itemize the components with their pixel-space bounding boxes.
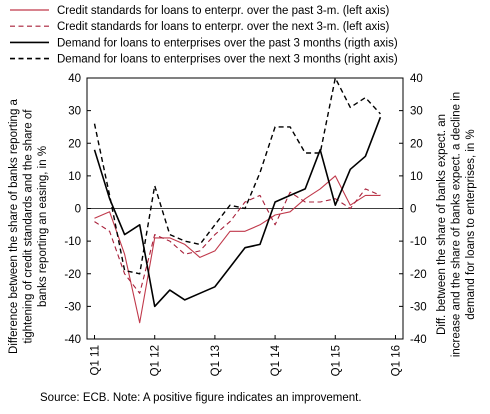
- left-axis-title-line: tightening of credit standards and the s…: [23, 109, 35, 344]
- right-tick-label: -30: [410, 301, 427, 313]
- left-axis-title: Difference between the share of banks re…: [8, 98, 49, 353]
- right-tick-label: 10: [410, 171, 423, 183]
- left-axis-title-line: banks reporting an easing, in %: [37, 146, 49, 307]
- right-tick-label: 40: [410, 73, 423, 85]
- series-line-1: [94, 175, 381, 324]
- x-tick-label: Q1 12: [150, 345, 162, 376]
- right-axis-title-line: increase and the share of banks expect. …: [451, 92, 463, 357]
- right-tick-label: -40: [410, 334, 427, 346]
- left-tick-label: 20: [68, 138, 81, 150]
- legend-label-3: Demand for loans to enterprises over the…: [57, 37, 398, 49]
- right-tick-label: 20: [410, 138, 423, 150]
- left-tick-label: 40: [68, 73, 81, 85]
- right-tick-label: -10: [410, 236, 427, 248]
- left-tick-label: 30: [68, 106, 81, 118]
- left-tick-label: -30: [64, 301, 81, 313]
- right-axis-title-line: demand for loans to enterprises, in %: [465, 129, 477, 320]
- right-tick-label: 30: [410, 106, 423, 118]
- x-tick-label: Q1 11: [90, 345, 102, 375]
- series-line-3: [93, 116, 382, 308]
- x-tick-label: Q1 13: [210, 345, 222, 376]
- x-tick-label: Q1 15: [330, 345, 342, 376]
- legend-label-4: Demand for loans to enterprises over the…: [57, 54, 398, 66]
- left-axis-title-line: Difference between the share of banks re…: [8, 98, 20, 353]
- source-note: Source: ECB. Note: A positive figure ind…: [40, 392, 362, 404]
- series-line-4: [93, 77, 381, 275]
- left-tick-label: 10: [68, 171, 81, 183]
- left-tick-label: -20: [64, 269, 81, 281]
- series-line-2: [94, 188, 381, 294]
- legend: Credit standards for loans to enterpr. o…: [10, 5, 398, 66]
- left-tick-label: -40: [64, 334, 81, 346]
- left-tick-label: -10: [64, 236, 81, 248]
- right-axis-title: Diff. between the share of banks expect.…: [436, 92, 477, 357]
- plot-area: -40 -30 -20 -10 0 10 20 30 40 -40 -30 -20 -10 0 10 20 30…: [64, 73, 426, 376]
- right-tick-label: 0: [410, 204, 416, 216]
- x-tick-label: Q1 16: [390, 345, 402, 376]
- legend-label-1: Credit standards for loans to enterpr. o…: [57, 5, 390, 17]
- x-tick-label: Q1 14: [270, 344, 282, 376]
- legend-label-2: Credit standards for loans to enterpr. o…: [57, 21, 390, 33]
- right-axis-title-line: Diff. between the share of banks expect.…: [436, 114, 448, 335]
- right-tick-label: -20: [410, 269, 427, 281]
- left-tick-label: 0: [75, 204, 81, 216]
